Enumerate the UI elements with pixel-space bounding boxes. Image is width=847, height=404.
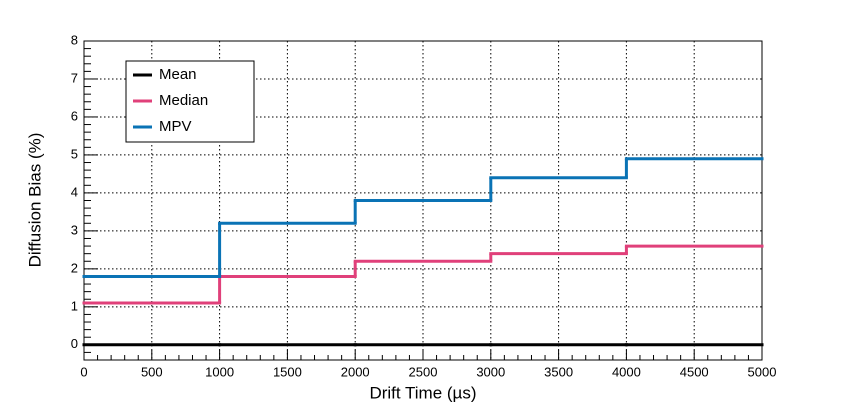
y-tick-label: 7 [71, 70, 78, 85]
x-tick-label: 500 [141, 364, 163, 379]
y-tick-label: 1 [71, 298, 78, 313]
x-tick-label: 4000 [612, 364, 641, 379]
y-tick-label: 2 [71, 260, 78, 275]
y-tick-label: 6 [71, 108, 78, 123]
x-axis-label: Drift Time (µs) [369, 383, 476, 402]
y-tick-label: 5 [71, 146, 78, 161]
x-tick-label: 5000 [748, 364, 777, 379]
x-tick-label: 3500 [544, 364, 573, 379]
y-tick-label: 8 [71, 32, 78, 47]
y-tick-label: 4 [71, 184, 78, 199]
x-tick-label: 2500 [409, 364, 438, 379]
x-tick-label: 1500 [273, 364, 302, 379]
x-tick-label: 1000 [205, 364, 234, 379]
y-axis-label: Diffusion Bias (%) [25, 133, 44, 268]
legend-label: Median [159, 92, 208, 109]
y-tick-label: 0 [71, 336, 78, 351]
y-tick-label: 3 [71, 222, 78, 237]
x-tick-label: 2000 [341, 364, 370, 379]
legend-label: MPV [159, 118, 192, 135]
x-tick-label: 3000 [476, 364, 505, 379]
x-tick-label: 4500 [680, 364, 709, 379]
x-tick-label: 0 [80, 364, 87, 379]
legend-label: Mean [159, 66, 197, 83]
